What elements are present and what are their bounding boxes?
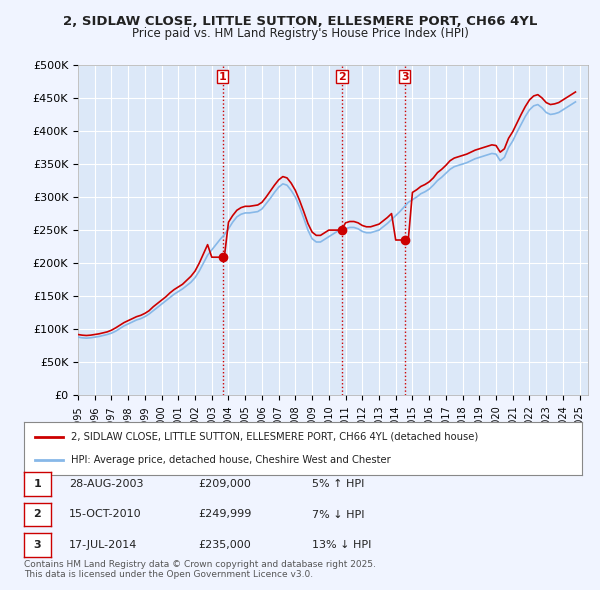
Text: 5% ↑ HPI: 5% ↑ HPI [312, 479, 364, 489]
Text: Price paid vs. HM Land Registry's House Price Index (HPI): Price paid vs. HM Land Registry's House … [131, 27, 469, 40]
Text: £235,000: £235,000 [198, 540, 251, 550]
Text: 1: 1 [219, 71, 227, 81]
Text: £209,000: £209,000 [198, 479, 251, 489]
Text: £249,999: £249,999 [198, 510, 251, 519]
Text: 15-OCT-2010: 15-OCT-2010 [69, 510, 142, 519]
Text: Contains HM Land Registry data © Crown copyright and database right 2025.
This d: Contains HM Land Registry data © Crown c… [24, 560, 376, 579]
Text: 17-JUL-2014: 17-JUL-2014 [69, 540, 137, 550]
Text: 2, SIDLAW CLOSE, LITTLE SUTTON, ELLESMERE PORT, CH66 4YL (detached house): 2, SIDLAW CLOSE, LITTLE SUTTON, ELLESMER… [71, 432, 479, 442]
Text: 28-AUG-2003: 28-AUG-2003 [69, 479, 143, 489]
Text: 3: 3 [34, 540, 41, 550]
Text: 2: 2 [34, 510, 41, 519]
Text: 3: 3 [401, 71, 409, 81]
Text: 2, SIDLAW CLOSE, LITTLE SUTTON, ELLESMERE PORT, CH66 4YL: 2, SIDLAW CLOSE, LITTLE SUTTON, ELLESMER… [63, 15, 537, 28]
Text: HPI: Average price, detached house, Cheshire West and Chester: HPI: Average price, detached house, Ches… [71, 455, 391, 465]
Text: 7% ↓ HPI: 7% ↓ HPI [312, 510, 365, 519]
Text: 1: 1 [34, 479, 41, 489]
Text: 2: 2 [338, 71, 346, 81]
Text: 13% ↓ HPI: 13% ↓ HPI [312, 540, 371, 550]
